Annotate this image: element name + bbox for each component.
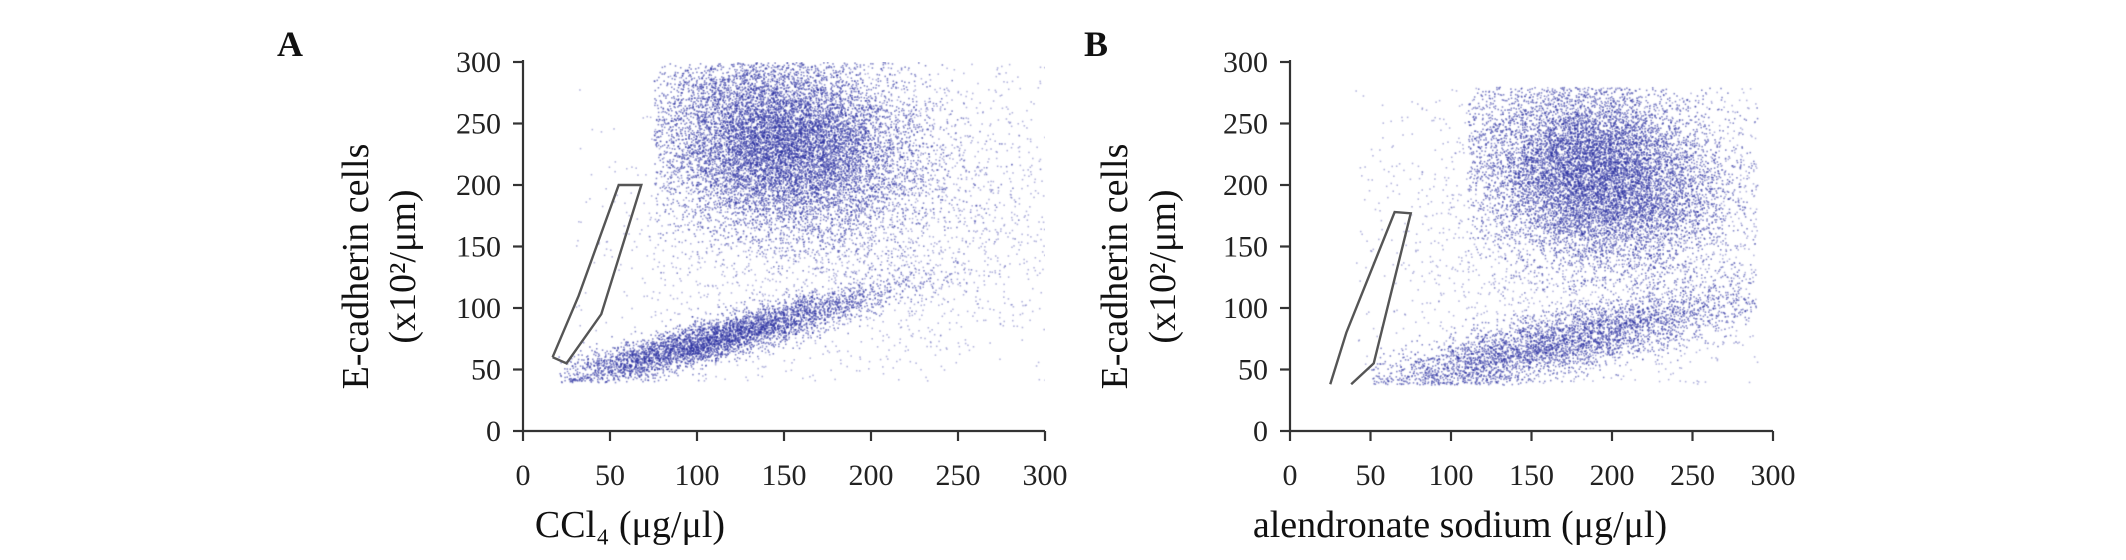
y-tick-label: 200 [456,169,501,202]
y-tick-label: 250 [1223,108,1268,141]
y-tick-label: 0 [1253,415,1268,448]
x-tick-label: 0 [1283,459,1298,492]
y-axis-title-line1: E-cadherin cells [1094,144,1136,390]
x-axis-title: CCl₄ (μg/μl) [535,504,725,546]
scatter-points-b [1290,62,1773,431]
gate-polygon [1329,210,1413,386]
x-tick-label: 250 [1670,459,1715,492]
x-tick-label: 150 [762,459,807,492]
y-tick-label: 100 [1223,292,1268,325]
y-axis-title-line2: (x10²/μm) [1142,189,1184,343]
y-tick-label: 300 [1223,46,1268,79]
y-tick-label: 50 [1238,354,1268,387]
x-tick-label: 100 [1429,459,1474,492]
x-tick-label: 200 [849,459,894,492]
x-tick-label: 250 [936,459,981,492]
x-tick-label: 0 [516,459,531,492]
x-tick-label: 100 [675,459,720,492]
y-tick-label: 0 [486,415,501,448]
y-tick-label: 300 [456,46,501,79]
scatter-points-a [523,62,1045,431]
y-axis-title-line1: E-cadherin cells [335,144,377,390]
x-tick-label: 300 [1023,459,1068,492]
scatter-canvas-b [1290,62,1773,431]
y-tick-label: 250 [456,108,501,141]
y-tick-label: 150 [456,231,501,264]
panel-b: B 0 50 100 150 200 250 300 0 50 100 150 200 250 300 al… [1084,24,1796,546]
scatter-canvas-a [523,62,1045,431]
x-tick-label: 50 [595,459,625,492]
panel-a: A 0 50 100 150 200 250 300 0 50 100 150 200 250 300 CC… [277,24,1068,546]
x-tick-label: 50 [1356,459,1386,492]
x-axis-title: alendronate sodium (μg/μl) [1253,504,1667,546]
panel-label-b: B [1084,24,1108,64]
y-tick-label: 150 [1223,231,1268,264]
y-tick-label: 100 [456,292,501,325]
x-tick-label: 150 [1509,459,1554,492]
y-axis-title-line2: (x10²/μm) [382,189,424,343]
y-tick-label: 200 [1223,169,1268,202]
y-tick-label: 50 [471,354,501,387]
x-tick-label: 300 [1751,459,1796,492]
gate-polygon [551,183,643,365]
panel-label-a: A [277,24,303,64]
x-tick-label: 200 [1590,459,1635,492]
